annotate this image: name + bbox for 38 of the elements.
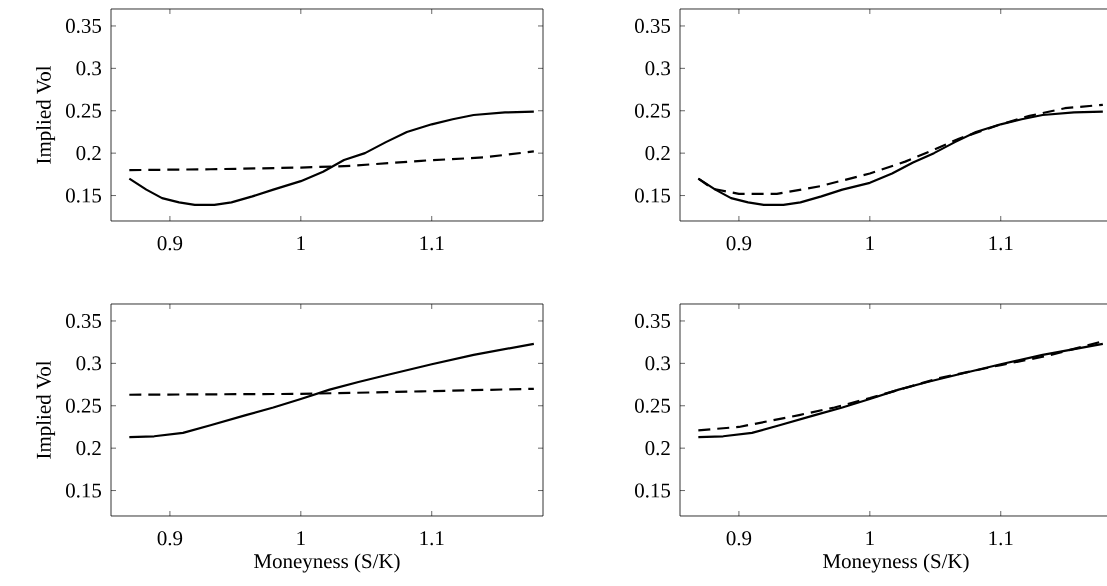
y-tick-label: 0.15 <box>635 188 671 203</box>
y-tick-label: 0.35 <box>635 313 671 329</box>
x-tick-label: 0.9 <box>157 236 183 251</box>
x-tick-label: 1.1 <box>989 236 1013 251</box>
y-tick-label: 0.15 <box>635 483 671 498</box>
x-tick-label: 0.9 <box>726 531 752 546</box>
y-tick-label: 0.3 <box>645 61 671 76</box>
y-tick-label: 0.25 <box>66 103 102 118</box>
y-tick-label: 0.25 <box>66 398 102 413</box>
y-tick-label: 0.35 <box>635 18 671 34</box>
x-tick-label: 1.1 <box>420 236 444 251</box>
y-tick-label: 0.3 <box>76 61 102 76</box>
x-tick-label: 0.9 <box>726 236 752 251</box>
y-tick-label: 0.25 <box>635 398 671 413</box>
x-tick-label: 1.1 <box>989 531 1013 546</box>
y-axis-title: Implied Vol <box>36 360 56 459</box>
y-tick-label: 0.3 <box>76 356 102 371</box>
x-tick-label: 0.9 <box>157 531 183 546</box>
x-tick-label: 1.1 <box>420 531 444 546</box>
y-tick-label: 0.15 <box>66 483 102 498</box>
x-axis-title: Moneyness (S/K) <box>254 553 400 573</box>
line-series <box>128 110 535 206</box>
y-tick-label: 0.15 <box>66 188 102 203</box>
x-tick-label: 1 <box>297 531 305 545</box>
y-tick-label: 0.35 <box>66 18 102 34</box>
y-tick-label: 0.35 <box>66 313 102 329</box>
y-tick-label: 0.2 <box>645 441 670 456</box>
line-series <box>128 342 535 439</box>
y-tick-label: 0.25 <box>635 103 671 118</box>
y-tick-label: 0.2 <box>76 146 101 161</box>
y-tick-label: 0.2 <box>76 441 101 456</box>
y-tick-label: 0.3 <box>645 356 671 371</box>
x-tick-label: 1 <box>866 531 874 545</box>
x-tick-label: 1 <box>866 236 874 250</box>
x-tick-label: 1 <box>297 236 305 250</box>
y-tick-label: 0.2 <box>645 146 670 161</box>
y-axis-title: Implied Vol <box>36 65 56 164</box>
x-axis-title: Moneyness (S/K) <box>823 553 969 573</box>
